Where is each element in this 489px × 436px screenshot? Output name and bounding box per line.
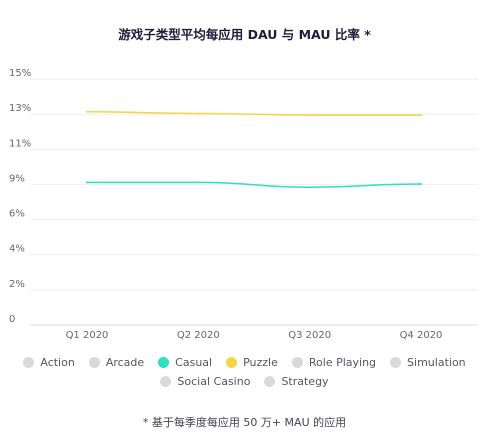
legend-item-action[interactable]: Action (23, 356, 75, 369)
line-chart: 0 2% 4% 6% 9% 11% 13% 15% Q1 2020 Q2 2020 Q3 2020… (9, 68, 478, 341)
y-tick-label: 6% (9, 209, 25, 220)
legend-label: Simulation (407, 356, 466, 369)
data-point (308, 114, 311, 117)
legend-label: Strategy (281, 375, 329, 388)
data-point (420, 182, 422, 185)
series-line-casual (87, 181, 422, 188)
data-point (420, 114, 422, 117)
legend-dot-icon (390, 357, 402, 368)
chart-legend: Action Arcade Casual Puzzle Role Playing Simu… (20, 356, 469, 388)
legend-label: Role Playing (308, 356, 377, 369)
legend-label: Casual (175, 356, 213, 369)
y-tick-label: 4% (9, 244, 25, 255)
legend-item-social-casino[interactable]: Social Casino (160, 375, 250, 388)
series-line-puzzle (86, 111, 421, 116)
data-point (86, 110, 88, 113)
legend-label: Puzzle (243, 356, 278, 369)
x-tick-label: Q3 2020 (288, 330, 331, 341)
legend-dot-icon (291, 357, 303, 368)
x-tick-label: Q1 2020 (66, 330, 109, 341)
legend-item-role-playing[interactable]: Role Playing (291, 356, 377, 369)
y-tick-label: 13% (9, 103, 31, 114)
data-point (197, 112, 200, 115)
legend-dot-icon (264, 376, 276, 387)
legend-label: Arcade (105, 356, 145, 369)
y-tick-label: 15% (9, 68, 31, 79)
y-tick-label: 0 (9, 314, 15, 325)
x-tick-label: Q2 2020 (177, 330, 220, 341)
data-point (86, 181, 88, 184)
legend-dot-icon (226, 357, 238, 368)
y-tick-label: 11% (9, 138, 31, 149)
chart-title: 游戏子类型平均每应用 DAU 与 MAU 比率 * (118, 27, 371, 42)
data-point (197, 181, 200, 184)
legend-item-simulation[interactable]: Simulation (390, 356, 466, 369)
chart-footnote: * 基于每季度每应用 50 万+ MAU 的应用 (142, 416, 347, 429)
data-point (308, 186, 311, 189)
legend-dot-icon (160, 376, 172, 387)
legend-item-arcade[interactable]: Arcade (88, 356, 145, 369)
legend-dot-icon (23, 357, 35, 368)
legend-dot-icon (88, 357, 100, 368)
legend-label: Social Casino (177, 375, 251, 388)
legend-item-casual[interactable]: Casual (158, 356, 212, 369)
legend-item-strategy[interactable]: Strategy (264, 375, 329, 388)
y-tick-label: 2% (9, 279, 25, 290)
legend-item-puzzle[interactable]: Puzzle (226, 356, 278, 369)
legend-dot-icon (158, 357, 170, 368)
y-tick-label: 9% (9, 173, 25, 184)
legend-label: Action (40, 356, 75, 369)
x-tick-label: Q4 2020 (400, 330, 443, 341)
